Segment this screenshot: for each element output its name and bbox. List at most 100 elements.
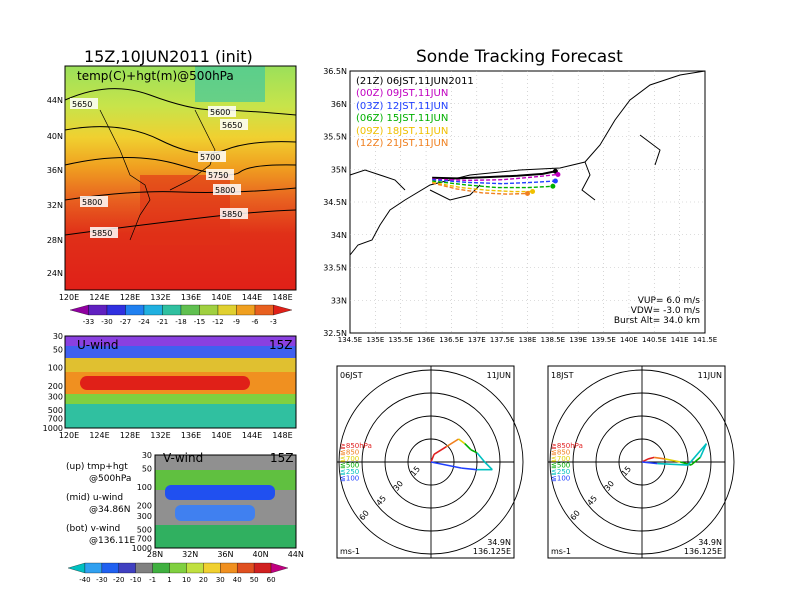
uwind-label: U-wind <box>77 338 119 352</box>
lat-tick-label: 33N <box>331 296 347 305</box>
hodograph-segment <box>430 454 435 463</box>
lon-tick-label: 139.5E <box>591 336 615 344</box>
hodograph-legend-item: ≦100 <box>551 475 570 483</box>
contour-5800 <box>64 187 297 201</box>
track-line <box>431 182 528 195</box>
hodograph-segment <box>641 461 658 465</box>
lon-tick-label: 138E <box>519 336 537 344</box>
lat-tick-label: 28N <box>47 236 63 245</box>
hodograph-legend-item: ≦500 <box>551 462 570 470</box>
hodograph-segment <box>476 452 486 463</box>
track-line <box>432 180 553 189</box>
hodograph-segment <box>664 458 681 463</box>
hodograph-segment <box>433 445 447 456</box>
lat-tick-label: 24N <box>47 269 63 278</box>
hodograph-legend-item: ≦700 <box>551 455 570 463</box>
lat-tick-label: 44N <box>288 550 304 559</box>
colorbar-label: -40 <box>79 576 90 584</box>
colorbar-label: -20 <box>113 576 124 584</box>
lat-tick-label: 32N <box>182 550 198 559</box>
lon-tick-label: 132E <box>150 293 170 302</box>
lon-tick-label: 148E <box>272 431 292 440</box>
hodograph-segment <box>484 461 493 471</box>
colorbar-label: -1 <box>149 576 156 584</box>
lon-tick-label: 148E <box>272 293 292 302</box>
pressure-tick-label: 700 <box>48 415 63 424</box>
lon-tick-label: 139E <box>569 336 587 344</box>
uwind-jet-core <box>80 376 250 390</box>
colorbar-label: -21 <box>157 318 168 326</box>
lon-tick-label: 136E <box>181 431 201 440</box>
hodograph-lon: 136.125E <box>684 547 722 556</box>
hodograph-time: 18JST <box>551 371 574 380</box>
colorbar-label: -18 <box>175 318 186 326</box>
lon-tick-label: 138.5E <box>541 336 565 344</box>
hodograph-date: 11JUN <box>698 371 722 380</box>
pressure-tick-label: 500 <box>48 406 63 415</box>
hodograph-segment <box>430 461 462 469</box>
pressure-tick-label: 100 <box>48 364 63 373</box>
lat-tick-label: 34.5N <box>323 198 347 207</box>
pressure-tick-label: 300 <box>137 512 152 521</box>
lat-tick-label: 28N <box>147 550 163 559</box>
colorbar-label: -33 <box>83 318 94 326</box>
lat-tick-label: 36N <box>331 100 347 109</box>
lon-tick-label: 128E <box>120 293 140 302</box>
track-map-panel: 36.5N 36N 35.5N 35N 34.5N 34N 33.5N 33N 32.5N134… <box>323 67 717 344</box>
pressure-tick-label: 500 <box>137 526 152 535</box>
colorbar-label: -15 <box>194 318 205 326</box>
lon-tick-label: 140E <box>211 431 231 440</box>
track-params: VUP= 6.0 m/s VDW= -3.0 m/s Burst Alt= 34… <box>613 296 700 326</box>
hodograph-unit: ms-1 <box>551 547 571 556</box>
lon-tick-label: 132E <box>150 431 170 440</box>
hodograph-legend-item: ≧850hPa <box>340 442 372 450</box>
colorbar-label: 10 <box>182 576 191 584</box>
lon-tick-label: 141.5E <box>693 336 717 344</box>
hodograph-legend-item: ≦250 <box>340 468 359 476</box>
coastline-honshu <box>349 70 706 256</box>
hodograph-date: 11JUN <box>487 371 511 380</box>
lat-tick-label: 40N <box>47 132 63 141</box>
contour-label: 5700 <box>200 153 220 162</box>
pressure-tick-label: 1000 <box>43 424 63 433</box>
main-title: Sonde Tracking Forecast <box>416 47 623 67</box>
pressure-tick-label: 1000 <box>132 544 152 553</box>
colorbar-label: -27 <box>120 318 131 326</box>
track-legend-item: (12Z) 21JST,11JUN <box>356 138 449 150</box>
lon-tick-label: 144E <box>242 431 262 440</box>
track-line <box>432 173 559 182</box>
track-endpoint <box>552 178 558 184</box>
lon-tick-label: 136E <box>417 336 435 344</box>
hodograph-unit: ms-1 <box>340 547 360 556</box>
colorbar-label: -9 <box>233 318 240 326</box>
hodograph-legend-item: ≧850hPa <box>551 442 583 450</box>
lon-tick-label: 135E <box>366 336 384 344</box>
lat-tick-label: 34N <box>331 231 347 240</box>
track-legend: (21Z) 06JST,11JUN2011 (00Z) 09JST,11JUN (0… <box>356 76 474 150</box>
lon-tick-label: 137.5E <box>490 336 514 344</box>
lon-tick-label: 140.5E <box>642 336 666 344</box>
contour-label: 5800 <box>215 186 235 195</box>
colorbar-label: 40 <box>233 576 242 584</box>
colorbar-label: 20 <box>199 576 208 584</box>
contour-label: 5850 <box>92 229 112 238</box>
colorbar-label: -30 <box>96 576 107 584</box>
pressure-tick-label: 100 <box>137 483 152 492</box>
hodograph-lat: 34.9N <box>698 538 722 547</box>
lat-tick-label: 32.5N <box>323 329 347 338</box>
contour-label: 5600 <box>210 108 230 117</box>
track-line <box>432 181 533 193</box>
contour-5700 <box>64 126 297 154</box>
lon-tick-label: 141E <box>671 336 689 344</box>
coastline-izu <box>581 161 596 201</box>
lat-tick-label: 36N <box>217 550 233 559</box>
vwind-time: 15Z <box>270 451 294 465</box>
lon-tick-label: 134.5E <box>338 336 362 344</box>
colorbar-label: 50 <box>250 576 259 584</box>
colorbar-label: -30 <box>101 318 112 326</box>
pressure-tick-label: 200 <box>137 501 152 510</box>
map500-panel: 44N 40N 36N 32N 28N 24N 120E 124E 128E 132E 136E 1… <box>47 65 297 326</box>
track-legend-item: (00Z) 09JST,11JUN <box>356 88 449 100</box>
